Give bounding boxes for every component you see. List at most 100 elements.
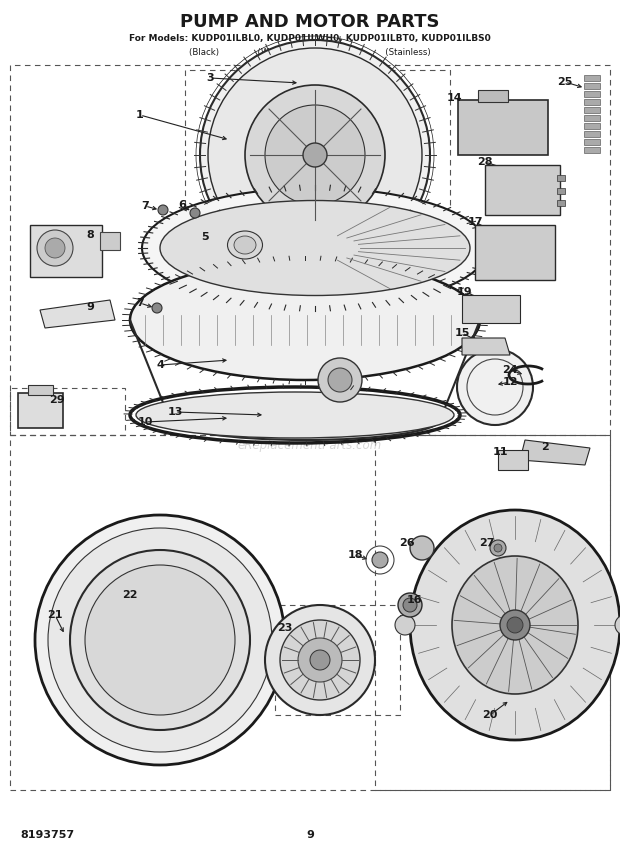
- Bar: [557, 175, 565, 181]
- Polygon shape: [520, 440, 590, 465]
- Polygon shape: [462, 338, 510, 355]
- Bar: [584, 147, 600, 153]
- Bar: [10, 435, 610, 790]
- Text: 16: 16: [407, 595, 423, 605]
- Text: 7: 7: [141, 201, 149, 211]
- Text: 9: 9: [86, 302, 94, 312]
- Ellipse shape: [228, 231, 262, 259]
- Bar: [458, 100, 548, 155]
- Ellipse shape: [234, 236, 256, 254]
- Circle shape: [85, 565, 235, 715]
- Circle shape: [457, 349, 533, 425]
- Circle shape: [298, 638, 342, 682]
- Bar: [584, 115, 600, 121]
- Text: 12: 12: [502, 377, 518, 387]
- Circle shape: [265, 605, 375, 715]
- Circle shape: [48, 528, 272, 752]
- Text: 23: 23: [277, 623, 293, 633]
- Text: 18: 18: [347, 550, 363, 560]
- Bar: [100, 232, 120, 250]
- Text: 20: 20: [482, 710, 498, 720]
- Bar: [584, 139, 600, 145]
- Text: 19: 19: [457, 287, 473, 297]
- Text: 14: 14: [447, 93, 463, 103]
- Bar: [584, 123, 600, 129]
- Circle shape: [280, 620, 360, 700]
- Text: 9: 9: [306, 830, 314, 840]
- Ellipse shape: [452, 556, 578, 694]
- Text: 3: 3: [206, 73, 214, 83]
- Circle shape: [37, 230, 73, 266]
- Circle shape: [152, 303, 162, 313]
- Text: 8193757: 8193757: [20, 830, 74, 840]
- Circle shape: [35, 515, 285, 765]
- Bar: [557, 188, 565, 194]
- Text: 25: 25: [557, 77, 573, 87]
- Bar: [584, 83, 600, 89]
- Bar: [475, 225, 555, 280]
- Text: PUMP AND MOTOR PARTS: PUMP AND MOTOR PARTS: [180, 13, 440, 31]
- Circle shape: [372, 552, 388, 568]
- Ellipse shape: [410, 510, 620, 740]
- Circle shape: [398, 593, 422, 617]
- Ellipse shape: [170, 400, 440, 440]
- Bar: [584, 99, 600, 105]
- Text: 21: 21: [47, 610, 63, 620]
- Text: 11: 11: [492, 447, 508, 457]
- Circle shape: [507, 617, 523, 633]
- Bar: [18, 393, 63, 428]
- Text: 28: 28: [477, 157, 493, 167]
- Text: 2: 2: [541, 442, 549, 452]
- Bar: [10, 388, 125, 435]
- Text: 22: 22: [122, 590, 138, 600]
- Circle shape: [70, 550, 250, 730]
- Circle shape: [615, 615, 620, 635]
- Bar: [28, 385, 53, 395]
- Bar: [478, 90, 508, 102]
- Bar: [375, 435, 610, 790]
- Circle shape: [328, 368, 352, 392]
- Circle shape: [500, 610, 530, 640]
- Circle shape: [310, 650, 330, 670]
- Text: eReplacementParts.com: eReplacementParts.com: [238, 438, 382, 451]
- Bar: [185, 70, 450, 280]
- Circle shape: [158, 205, 168, 215]
- Text: 8: 8: [86, 230, 94, 240]
- Polygon shape: [40, 300, 115, 328]
- Circle shape: [208, 48, 422, 262]
- Bar: [584, 75, 600, 81]
- Text: 1: 1: [136, 110, 144, 120]
- Circle shape: [200, 40, 430, 270]
- Text: 24: 24: [502, 365, 518, 375]
- Circle shape: [494, 544, 502, 552]
- Bar: [462, 295, 520, 323]
- Bar: [30, 225, 102, 277]
- Bar: [498, 450, 528, 470]
- Text: 13: 13: [167, 407, 183, 417]
- Text: 6: 6: [178, 200, 186, 210]
- Ellipse shape: [136, 392, 454, 438]
- Bar: [10, 65, 610, 435]
- Circle shape: [490, 540, 506, 556]
- Circle shape: [318, 358, 362, 402]
- Text: 29: 29: [49, 395, 65, 405]
- Circle shape: [45, 238, 65, 258]
- Bar: [557, 200, 565, 206]
- Text: 26: 26: [399, 538, 415, 548]
- Circle shape: [190, 208, 200, 218]
- Bar: [485, 165, 560, 215]
- Circle shape: [403, 598, 417, 612]
- Bar: [584, 107, 600, 113]
- Text: (Black)              (White)              (Biscuit)        (Stainless): (Black) (White) (Biscuit) (Stainless): [189, 47, 431, 56]
- Circle shape: [245, 85, 385, 225]
- Text: 5: 5: [201, 232, 209, 242]
- Text: 15: 15: [454, 328, 470, 338]
- Text: 7: 7: [136, 298, 144, 308]
- Text: 4: 4: [156, 360, 164, 370]
- Circle shape: [303, 143, 327, 167]
- Ellipse shape: [130, 260, 480, 380]
- Ellipse shape: [142, 188, 488, 308]
- Text: 27: 27: [479, 538, 495, 548]
- Text: 10: 10: [137, 417, 153, 427]
- Bar: [584, 131, 600, 137]
